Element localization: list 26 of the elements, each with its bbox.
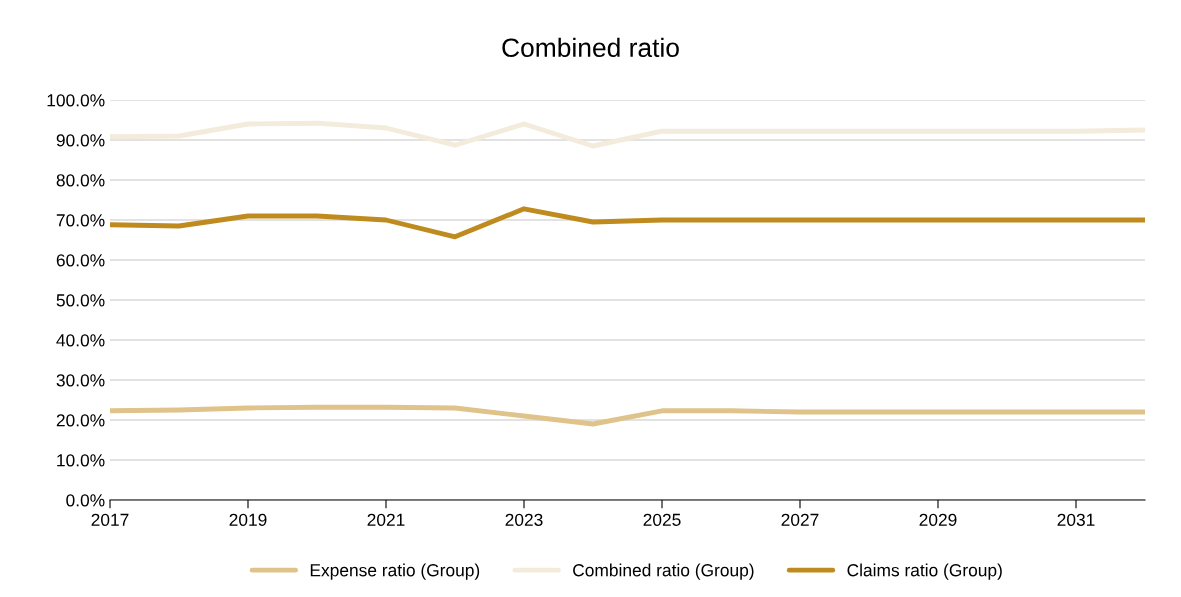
line-series	[110, 206, 1145, 240]
x-tick-label: 2031	[1057, 513, 1095, 526]
line-series	[110, 404, 1145, 427]
y-tick-label: 0.0%	[66, 494, 105, 507]
y-tick-label: 60.0%	[56, 254, 105, 267]
y-tick-label: 50.0%	[56, 294, 105, 307]
y-tick-label: 90.0%	[56, 134, 105, 147]
legend-label: Claims ratio (Group)	[847, 563, 1002, 580]
legend-label: Expense ratio (Group)	[310, 563, 480, 580]
chart-title: Combined ratio	[502, 37, 679, 58]
legend-label: Combined ratio (Group)	[573, 563, 754, 580]
x-tick-label: 2027	[781, 513, 819, 526]
y-tick-label: 40.0%	[56, 334, 105, 347]
y-tick-label: 30.0%	[56, 374, 105, 387]
y-tick-label: 20.0%	[56, 414, 105, 427]
x-tick-label: 2017	[91, 513, 129, 526]
x-tick-label: 2019	[229, 513, 267, 526]
y-tick-label: 10.0%	[57, 454, 105, 467]
x-tick-label: 2023	[505, 513, 543, 526]
x-tick-label: 2021	[367, 513, 405, 526]
y-tick-label: 100.0%	[47, 94, 105, 107]
y-tick-label: 80.0%	[56, 174, 105, 187]
y-tick-label: 70.0%	[56, 214, 105, 227]
x-tick-label: 2025	[643, 513, 681, 526]
x-tick-label: 2029	[919, 513, 957, 526]
line-series	[110, 120, 1145, 149]
